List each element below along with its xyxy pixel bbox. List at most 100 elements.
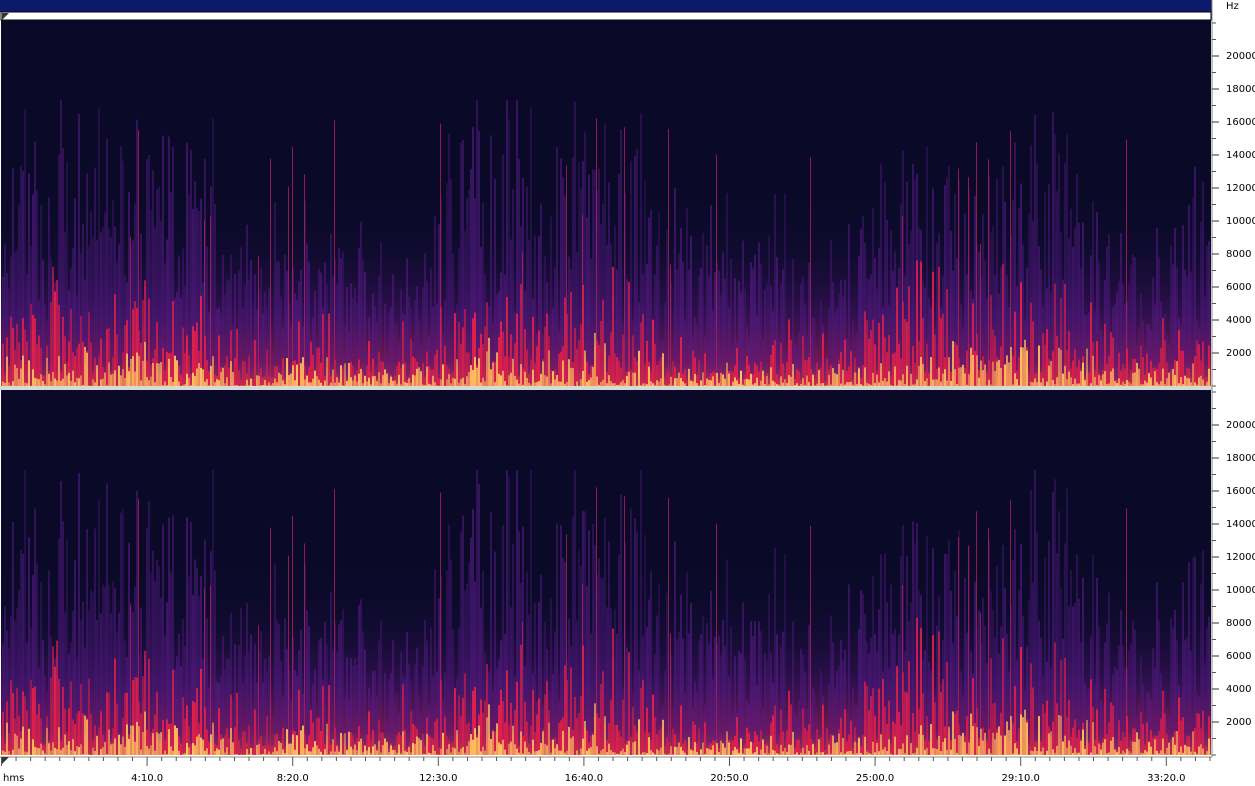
frequency-tick-label: 10000 — [1226, 216, 1255, 227]
spectral-streak — [884, 553, 886, 755]
overview-bar[interactable] — [0, 0, 1212, 12]
spectral-streak — [884, 181, 886, 386]
spectral-streak — [620, 367, 622, 386]
spectral-streak — [224, 735, 226, 755]
spectral-streak — [1194, 556, 1196, 755]
spectral-streak — [432, 676, 434, 755]
time-tick-label: 25:00.0 — [856, 773, 894, 784]
spectral-streak — [1052, 380, 1054, 386]
spectral-streak — [982, 598, 984, 755]
ruler-handle[interactable] — [2, 757, 9, 764]
spectral-streak — [312, 683, 314, 755]
time-tick-label: 33:20.0 — [1147, 773, 1185, 784]
spectral-streak — [204, 707, 206, 755]
spectral-streak — [940, 381, 942, 386]
spectral-streak — [140, 343, 142, 386]
spectral-streak — [64, 364, 66, 386]
spectral-streak — [732, 372, 734, 386]
spectral-streak — [896, 666, 898, 755]
spectral-streak — [796, 752, 798, 755]
spectral-streak — [92, 379, 94, 386]
spectral-streak — [338, 751, 340, 755]
spectral-streak — [164, 739, 166, 755]
spectral-streak — [1130, 369, 1132, 386]
spectral-streak — [260, 754, 262, 755]
spectral-streak — [150, 364, 152, 386]
spectral-streak — [646, 384, 648, 386]
spectral-streak — [238, 740, 240, 755]
spectral-streak — [744, 659, 746, 755]
spectral-streak — [670, 376, 672, 386]
spectral-streak — [880, 363, 882, 386]
spectral-streak — [342, 754, 344, 755]
spectral-streak — [306, 744, 308, 755]
spectral-streak — [572, 368, 574, 386]
spectral-streak — [692, 750, 694, 755]
spectral-streak — [800, 752, 802, 755]
frequency-tick-label: 16000 — [1226, 117, 1255, 128]
spectral-streak — [648, 599, 650, 755]
spectral-streak — [1120, 610, 1122, 755]
spectral-streak — [412, 374, 414, 386]
spectral-streak — [552, 307, 554, 386]
spectral-streak — [306, 243, 308, 386]
spectral-streak — [62, 521, 64, 755]
spectral-streak — [906, 321, 908, 386]
spectral-streak — [1194, 382, 1196, 386]
spectral-streak — [266, 753, 268, 755]
spectral-streak — [18, 590, 20, 755]
spectral-streak — [668, 741, 670, 755]
spectral-streak — [266, 716, 268, 755]
spectral-streak — [274, 366, 276, 386]
spectral-streak — [928, 662, 930, 755]
spectral-streak — [820, 301, 822, 386]
spectral-streak — [426, 640, 428, 755]
spectral-streak — [698, 275, 700, 386]
spectral-streak — [1120, 233, 1122, 386]
spectral-streak — [830, 364, 832, 386]
spectral-streak — [316, 376, 318, 386]
spectral-streak — [972, 354, 974, 386]
spectral-streak — [352, 380, 354, 386]
spectral-streak — [106, 483, 108, 755]
spectral-streak — [506, 385, 508, 386]
time-tick-label: 16:40.0 — [565, 773, 603, 784]
zoom-bar[interactable] — [0, 11, 1212, 21]
spectral-streak — [700, 749, 702, 755]
spectral-streak — [652, 752, 654, 755]
spectral-streak — [560, 351, 562, 386]
spectral-streak — [1036, 382, 1038, 386]
frequency-tick-label: 4000 — [1226, 315, 1251, 326]
spectral-streak — [132, 309, 134, 386]
spectral-streak — [926, 343, 928, 386]
spectral-streak — [632, 335, 634, 386]
spectral-streak — [100, 613, 102, 755]
spectral-streak — [212, 722, 214, 755]
spectral-streak — [40, 581, 42, 755]
spectral-streak — [1120, 384, 1122, 386]
spectral-streak — [650, 371, 652, 386]
spectral-streak — [510, 372, 512, 386]
spectral-streak — [474, 728, 476, 755]
spectral-streak — [812, 374, 814, 386]
spectral-streak — [528, 743, 530, 755]
spectral-streak — [578, 162, 580, 386]
spectral-streak — [640, 687, 642, 755]
spectral-streak — [710, 380, 712, 386]
spectral-streak — [1038, 620, 1040, 755]
spectral-streak — [1074, 378, 1076, 386]
spectral-streak — [760, 631, 762, 755]
spectral-streak — [372, 376, 374, 386]
spectral-streak — [1088, 742, 1090, 755]
spectral-streak — [954, 369, 956, 386]
spectral-streak — [400, 735, 402, 755]
spectral-streak — [756, 365, 758, 386]
spectral-streak — [16, 323, 18, 386]
time-unit: hms — [3, 773, 24, 784]
spectral-streak — [1170, 739, 1172, 755]
spectral-streak — [304, 543, 305, 755]
zoom-handle[interactable] — [2, 13, 9, 20]
spectral-streak — [392, 640, 394, 755]
spectral-streak — [1096, 385, 1098, 386]
spectral-streak — [468, 562, 470, 755]
